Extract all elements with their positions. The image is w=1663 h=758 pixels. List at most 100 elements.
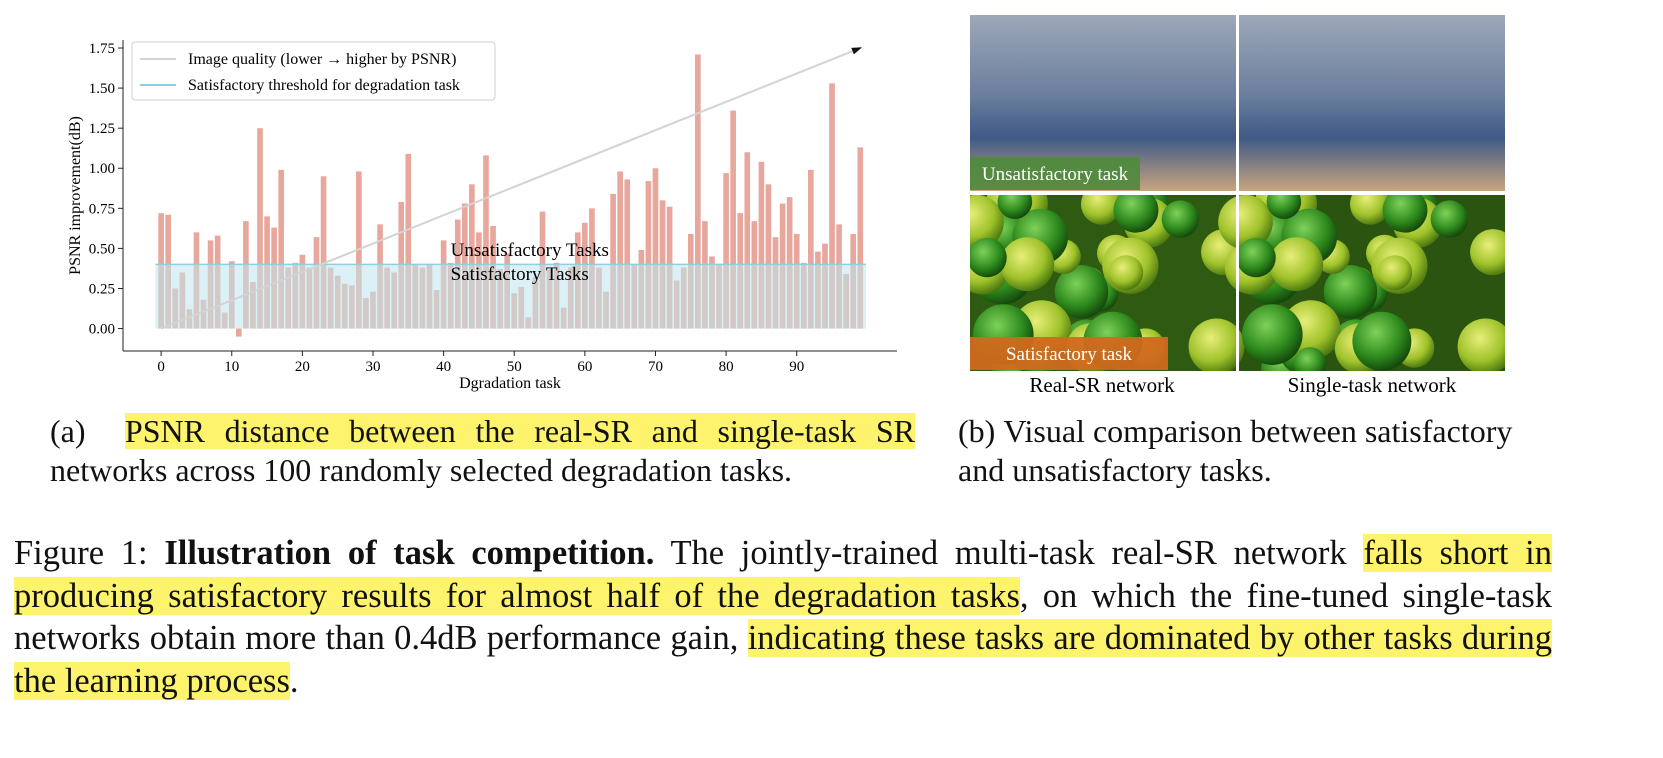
y-tick-label: 0.50 (89, 241, 115, 257)
x-tick-label: 30 (365, 359, 380, 375)
bar (617, 171, 623, 329)
x-tick-label: 20 (295, 359, 310, 375)
bar (278, 169, 285, 329)
pea (970, 195, 1004, 250)
caption-segment: , on which the fine-tuned single-task ne… (14, 576, 1552, 658)
figure-caption: Figure 1: Illustration of task competiti… (14, 532, 1552, 702)
pea (1430, 200, 1468, 238)
bar (257, 128, 263, 329)
caption-text: PSNR distance between the real-SR and si… (50, 413, 916, 488)
caption-segment: The jointly-trained multi-task real-SR n… (654, 534, 1364, 572)
x-tick-label: 90 (789, 359, 804, 375)
y-tick-label: 0.25 (89, 281, 115, 297)
pea (1377, 255, 1413, 291)
y-tick-label: 1.25 (89, 121, 115, 137)
trend-line (160, 47, 861, 330)
pea (1161, 200, 1199, 238)
caption-label: (b) (958, 413, 996, 449)
tag-box (970, 157, 1140, 190)
figure-label: Figure 1: (14, 534, 148, 572)
tag: Satisfactory task (1006, 344, 1133, 365)
x-tick-label: 50 (507, 359, 522, 375)
legend-label: Image quality (lower → higher by PSNR) (188, 51, 456, 68)
bar (469, 184, 475, 329)
pea (1470, 229, 1505, 276)
pea (1352, 311, 1412, 371)
bar (758, 161, 765, 329)
arrow-head (851, 47, 863, 55)
pea (997, 195, 1033, 219)
bar (405, 153, 412, 329)
x-tick-label: 40 (436, 359, 451, 375)
caption-a: (a) PSNR distance between the real-SR an… (50, 412, 916, 490)
bar (624, 179, 631, 329)
image-panels: Unsatisfactory task Satisfactory task Re… (970, 15, 1505, 397)
annotation: Unsatisfactory Tasks (451, 240, 609, 261)
x-tick-label: 70 (648, 359, 663, 375)
tag: Unsatisfactory task (982, 164, 1129, 185)
legend-box (131, 41, 496, 101)
x-tick-label: 60 (577, 359, 592, 375)
bar (786, 197, 793, 329)
caption-segment: networks across 100 randomly selected de… (50, 452, 793, 488)
pea (1236, 237, 1276, 278)
caption-segment: Visual comparison between satisfactory a… (958, 413, 1513, 488)
x-tick-label: 0 (157, 359, 165, 375)
bar (829, 83, 835, 329)
bar (730, 110, 736, 329)
caption-text: Visual comparison between satisfactory a… (958, 413, 1512, 488)
caption-segment: . (289, 661, 299, 700)
pea (1457, 318, 1505, 371)
column-label: Single-task network (1288, 373, 1457, 397)
pea (1000, 237, 1055, 292)
caption-label: (a) (50, 413, 86, 449)
bar (808, 169, 814, 329)
pea (1241, 304, 1303, 365)
legend-label: Satisfactory threshold for degradation t… (188, 77, 460, 94)
y-tick-label: 0.00 (89, 322, 115, 338)
pea (1293, 347, 1327, 371)
chart: Unsatisfactory Tasks Satisfactory Tasks 0.… (67, 40, 897, 392)
peas (970, 195, 1505, 371)
y-tick-label: 0.75 (89, 201, 115, 217)
pea (1323, 265, 1378, 319)
x-axis-label: Dgradation task (459, 375, 561, 392)
pea (1349, 195, 1391, 225)
pea (1382, 195, 1428, 233)
pea (1113, 195, 1159, 233)
bar (645, 181, 652, 329)
bar (723, 173, 729, 329)
photo-top-right (1239, 15, 1505, 191)
bar (320, 176, 327, 329)
bar (857, 147, 864, 329)
bar (610, 193, 616, 329)
y-axis-label: PSNR improvement(dB) (67, 116, 84, 275)
tag-box (970, 337, 1168, 370)
caption-bold: Illustration of task competition. (164, 534, 655, 572)
pea (970, 237, 1007, 278)
column-label: Real-SR network (1029, 373, 1175, 397)
y-tick-label: 1.00 (89, 161, 115, 177)
caption-b: (b) Visual comparison between satisfacto… (958, 412, 1523, 490)
threshold-band (155, 264, 866, 329)
pea (1269, 237, 1324, 292)
pea (1080, 195, 1122, 225)
bar (695, 54, 701, 329)
y-tick-label: 1.50 (89, 81, 115, 97)
bar (652, 168, 659, 329)
x-tick-label: 80 (719, 359, 734, 375)
pea (1188, 318, 1245, 371)
pea (1054, 265, 1109, 319)
pea (1266, 195, 1302, 219)
bar (235, 328, 242, 337)
annotation: Satisfactory Tasks (451, 264, 589, 285)
pea (1218, 195, 1273, 250)
pea (1108, 255, 1144, 291)
y-tick-label: 1.75 (89, 41, 115, 57)
caption-segment: PSNR distance between the real-SR and si… (124, 413, 916, 449)
bar (483, 155, 489, 329)
bar (744, 152, 751, 329)
bar (765, 184, 772, 329)
x-tick-label: 10 (224, 359, 239, 375)
